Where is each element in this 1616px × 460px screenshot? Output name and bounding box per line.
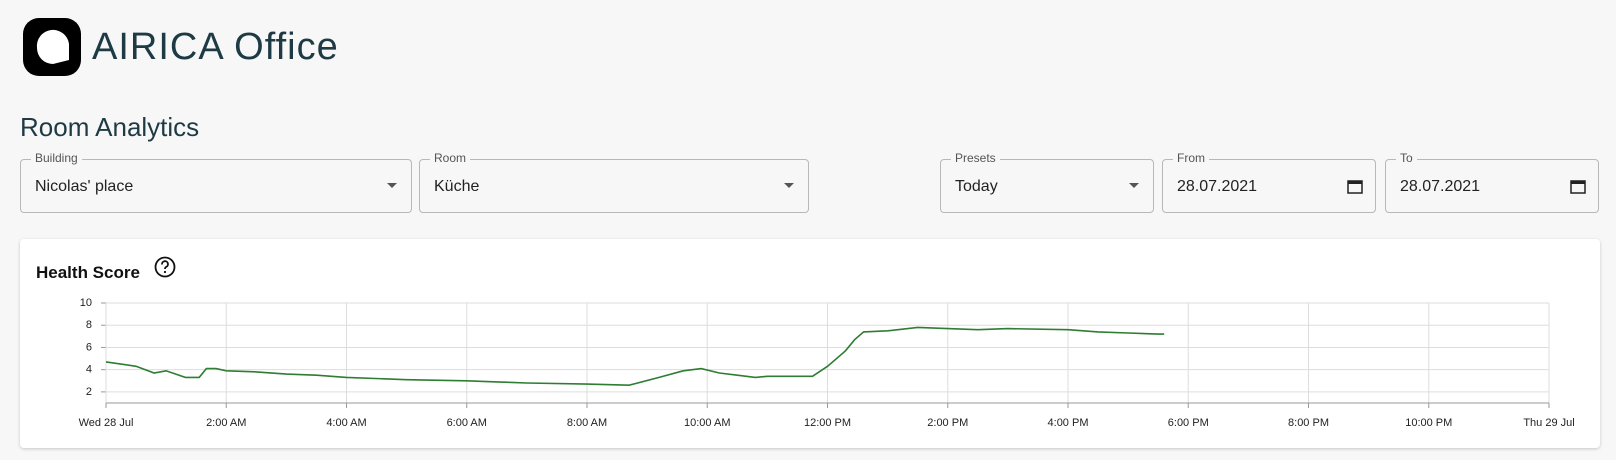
calendar-icon bbox=[1347, 180, 1363, 194]
field-value: Küche bbox=[434, 178, 480, 195]
field-value: 28.07.2021 bbox=[1177, 178, 1258, 195]
section-title: Room Analytics bbox=[20, 112, 200, 142]
y-tick-label: 2 bbox=[86, 386, 92, 398]
x-tick-label: 10:00 AM bbox=[684, 417, 730, 429]
x-tick-label: 8:00 AM bbox=[567, 417, 607, 429]
x-tick-label: 10:00 PM bbox=[1405, 417, 1452, 429]
field-label: Building bbox=[31, 151, 82, 165]
x-tick-label: 4:00 AM bbox=[326, 417, 366, 429]
field-label: From bbox=[1173, 151, 1209, 165]
field-value: 28.07.2021 bbox=[1400, 178, 1481, 195]
dropdown-arrow bbox=[784, 183, 794, 188]
x-tick-label: 8:00 PM bbox=[1288, 417, 1329, 429]
help-icon[interactable] bbox=[154, 256, 176, 278]
from-date[interactable]: From 28.07.2021 bbox=[1162, 151, 1376, 213]
x-tick-label: 2:00 PM bbox=[927, 417, 968, 429]
x-tick-label: 6:00 PM bbox=[1168, 417, 1209, 429]
dropdown-arrow bbox=[1129, 183, 1139, 188]
y-tick-label: 8 bbox=[86, 319, 92, 331]
line bbox=[105, 326, 1165, 387]
x-tick-label: Thu 29 Jul bbox=[1523, 417, 1574, 429]
x-tick-label: 2:00 AM bbox=[206, 417, 246, 429]
presets-select[interactable]: Presets Today bbox=[940, 151, 1154, 213]
field-label: Presets bbox=[951, 151, 1000, 165]
y-tick-label: 10 bbox=[80, 297, 92, 309]
building-select[interactable]: Building Nicolas' place bbox=[20, 151, 412, 213]
field-value: Nicolas' place bbox=[35, 178, 134, 195]
chart-card bbox=[20, 239, 1600, 448]
logo bbox=[23, 18, 81, 76]
calendar-icon bbox=[1570, 180, 1586, 194]
field-label: To bbox=[1396, 151, 1417, 165]
dropdown-arrow bbox=[387, 183, 397, 188]
field-value: Today bbox=[955, 178, 998, 195]
y-tick-label: 6 bbox=[86, 341, 92, 353]
to-date[interactable]: To 28.07.2021 bbox=[1385, 151, 1599, 213]
x-tick-label: Wed 28 Jul bbox=[79, 417, 134, 429]
room-select[interactable]: Room Küche bbox=[419, 151, 809, 213]
x-tick-label: 6:00 AM bbox=[447, 417, 487, 429]
x-tick-label: 12:00 PM bbox=[804, 417, 851, 429]
y-tick-label: 4 bbox=[86, 364, 92, 376]
app-title: AIRICA Office bbox=[92, 26, 339, 68]
x-tick-label: 4:00 PM bbox=[1048, 417, 1089, 429]
chart-title: Health Score bbox=[36, 263, 140, 282]
field-label: Room bbox=[430, 151, 471, 165]
